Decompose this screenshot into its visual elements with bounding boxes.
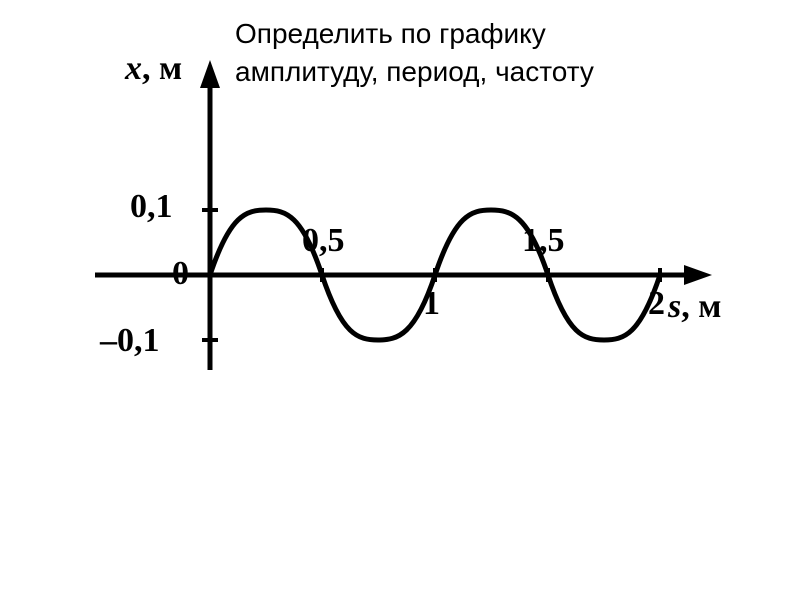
x-tick-label-1: 1	[423, 285, 440, 323]
y-axis-unit: , м	[142, 50, 182, 87]
y-axis-label: x, м	[125, 50, 182, 88]
x-axis-arrow	[684, 265, 712, 285]
y-axis-var: x	[125, 50, 142, 87]
graph-svg	[40, 40, 760, 460]
x-tick-label-2: 2	[648, 285, 665, 323]
y-axis-arrow	[200, 60, 220, 88]
x-axis-unit: , м	[681, 288, 721, 325]
y-tick-label-upper: 0,1	[130, 188, 173, 226]
wave-graph: x, м s, м 0,1 0 –0,1 0,5 1 1,5 2	[40, 40, 760, 460]
x-axis-var: s	[668, 288, 681, 325]
page-container: Определить по графику амплитуду, период,…	[0, 0, 800, 600]
y-tick-label-lower: –0,1	[100, 322, 160, 360]
x-tick-label-1-5: 1,5	[522, 222, 565, 260]
x-tick-label-0-5: 0,5	[302, 222, 345, 260]
x-axis-label: s, м	[668, 288, 721, 326]
y-tick-label-zero: 0	[172, 255, 189, 293]
